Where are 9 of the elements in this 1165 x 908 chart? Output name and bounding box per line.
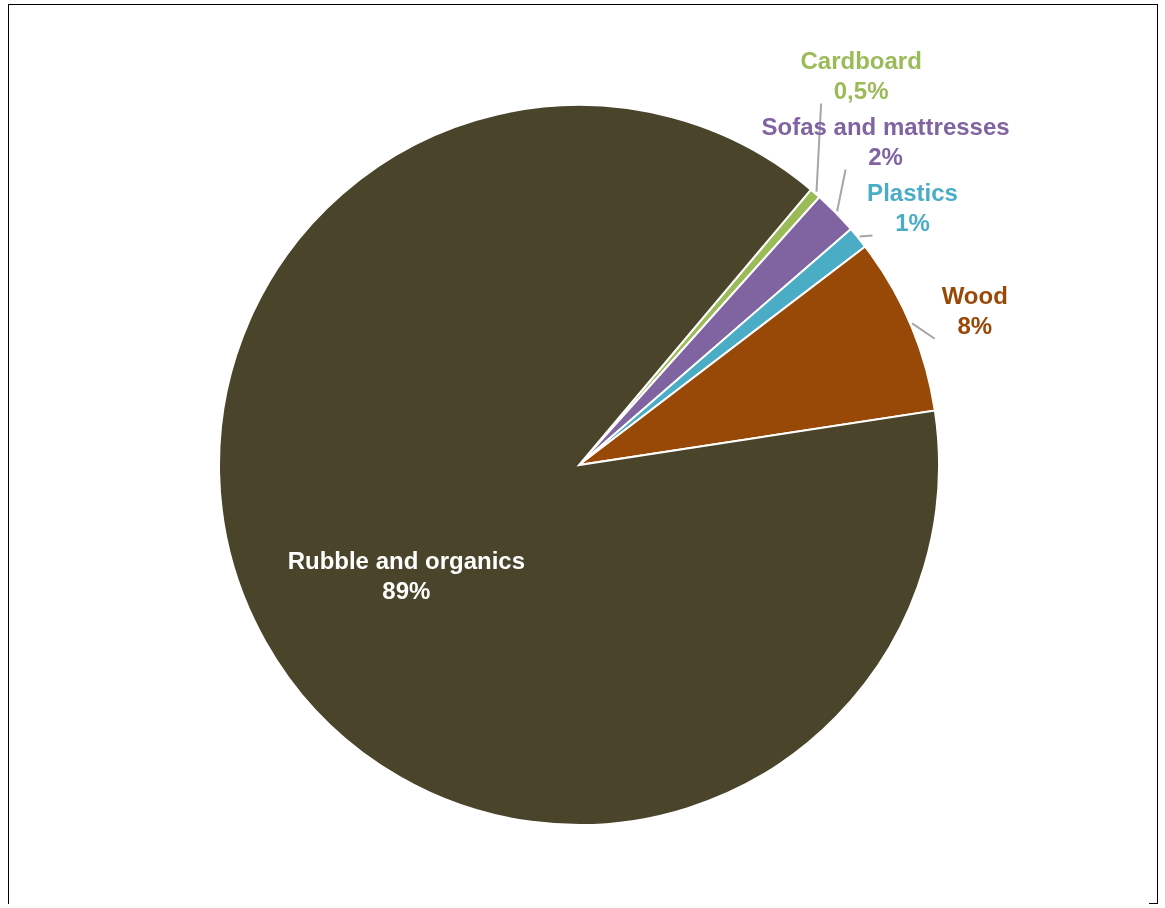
data-label: 89% xyxy=(382,576,431,604)
data-label: 8% xyxy=(957,311,993,339)
slice-label: Plastics xyxy=(867,178,958,206)
data-label: 0,5% xyxy=(833,76,889,104)
slice-label: Cardboard xyxy=(800,46,922,74)
data-label: 2% xyxy=(868,142,903,170)
slice-label: Rubble and organics xyxy=(287,546,526,574)
data-label: 1% xyxy=(895,208,930,236)
slice-label: Wood xyxy=(941,281,1008,309)
